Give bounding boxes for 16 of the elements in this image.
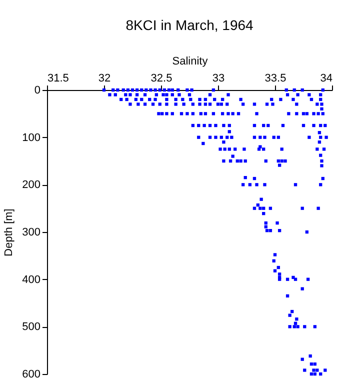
x-axis-title: Salinity [172, 56, 208, 68]
x-tick-label: 33 [212, 72, 225, 84]
y-tick-label: 600 [22, 368, 40, 380]
y-tick-label: 500 [22, 321, 40, 334]
x-tick-label: 32 [98, 72, 111, 84]
y-tick-label: 0 [34, 84, 40, 96]
x-tick-label: 32.5 [150, 72, 172, 84]
y-tick-label: 100 [22, 132, 40, 144]
y-axis-title: Depth [m] [3, 208, 16, 256]
x-tick-label: 34 [320, 72, 332, 84]
x-tick-label: 31.5 [48, 72, 69, 84]
x-tick-label: 33.5 [264, 72, 286, 84]
y-tick-label: 200 [22, 179, 40, 192]
y-tick-label: 300 [22, 226, 40, 238]
y-tick-label: 400 [22, 274, 40, 286]
chart-title: 8KCI in March, 1964 [126, 17, 254, 33]
